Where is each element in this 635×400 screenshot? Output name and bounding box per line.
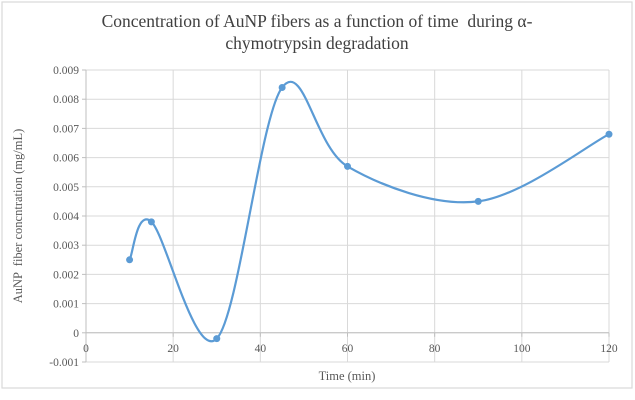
x-axis-title: Time (min): [319, 369, 376, 383]
y-tick-label: 0.008: [53, 94, 79, 106]
y-tick-label: 0.002: [53, 269, 79, 281]
x-tick-label: 0: [83, 343, 89, 355]
y-axis-title: AuNP fiber concntration (mg/mL): [11, 129, 25, 304]
data-point-marker: [344, 162, 351, 170]
x-tick-label: 20: [167, 343, 179, 355]
data-point-marker: [213, 335, 221, 343]
y-tick-label: 0.001: [53, 299, 79, 311]
data-point-marker: [605, 130, 613, 138]
gridlines-layer: [86, 69, 610, 363]
x-tick-label: 100: [513, 343, 531, 355]
data-point-marker: [278, 84, 286, 92]
data-series-layer: [126, 80, 613, 343]
y-tick-label: 0: [73, 328, 79, 340]
data-point-marker: [147, 218, 155, 226]
chart-frame-border: [1, 1, 633, 389]
tick-marks-layer: [82, 69, 610, 363]
x-tick-label: 120: [600, 343, 618, 355]
y-tick-label: 0.007: [53, 123, 79, 135]
x-tick-label: 60: [342, 343, 354, 355]
y-tick-label: 0.003: [53, 240, 79, 252]
chart-title-line1: Concentration of AuNP fibers as a functi…: [102, 11, 533, 31]
y-tick-label: -0.001: [49, 357, 79, 369]
data-point-marker: [474, 197, 482, 205]
y-tick-label: 0.009: [53, 65, 79, 77]
y-tick-label: 0.004: [53, 211, 79, 223]
tick-labels-layer: 0.009 0.008 0.007 0.006 0.005 0.004 0.003 0.002…: [49, 65, 618, 369]
x-tick-label: 40: [255, 343, 267, 355]
chart-title-line2: chymotrypsin degradation: [225, 33, 408, 53]
y-tick-label: 0.005: [53, 182, 79, 194]
data-point-marker: [126, 256, 134, 264]
y-tick-label: 0.006: [53, 153, 79, 165]
x-tick-label: 80: [429, 343, 441, 355]
